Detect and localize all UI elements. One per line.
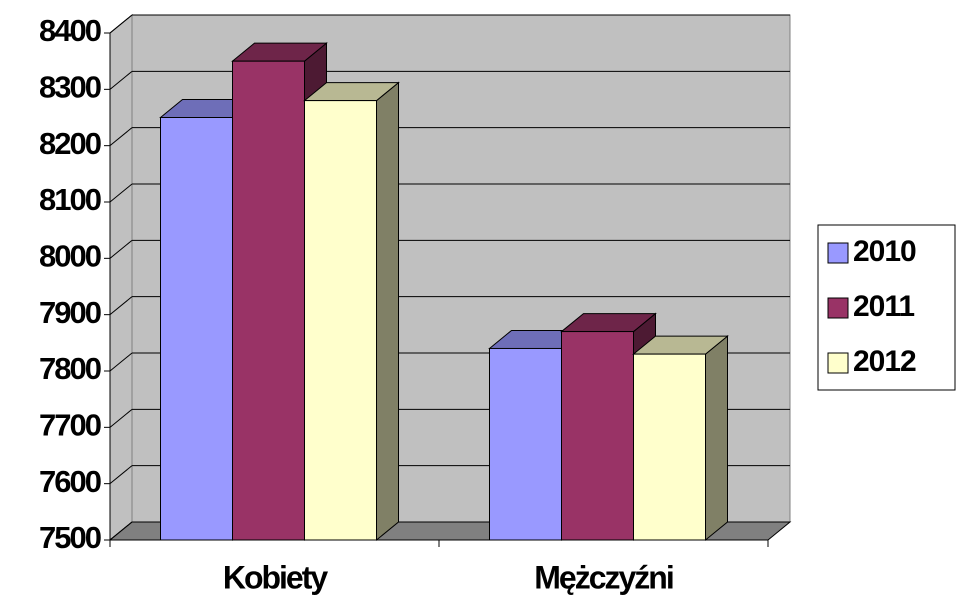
bar-side bbox=[376, 81, 399, 542]
y-tick-label: 7900 bbox=[39, 295, 101, 330]
grid-line bbox=[109, 239, 133, 259]
y-tick-label: 7800 bbox=[39, 351, 101, 386]
legend-label: 2012 bbox=[853, 345, 916, 378]
bar bbox=[489, 347, 562, 541]
legend-label: 2010 bbox=[853, 235, 916, 268]
y-tick-label: 7500 bbox=[39, 520, 101, 555]
grid-line bbox=[109, 14, 133, 34]
bar bbox=[561, 331, 634, 541]
grid-line bbox=[109, 521, 133, 541]
bar bbox=[232, 60, 305, 541]
grid-line bbox=[109, 127, 133, 147]
grid-line bbox=[109, 408, 133, 428]
y-tick-label: 8400 bbox=[39, 13, 101, 48]
bar bbox=[160, 117, 233, 541]
legend-swatch bbox=[827, 297, 849, 319]
grid-line bbox=[109, 183, 133, 203]
grid-line bbox=[109, 352, 133, 372]
y-tick-label: 8300 bbox=[39, 70, 101, 105]
y-tick-label: 7600 bbox=[39, 464, 101, 499]
x-tick-label: Kobiety bbox=[223, 559, 329, 595]
side-wall bbox=[109, 13, 133, 542]
y-tick-label: 8000 bbox=[39, 239, 101, 274]
legend-swatch bbox=[827, 242, 849, 264]
x-tick-label: Mężczyźni bbox=[534, 559, 673, 595]
grid-line bbox=[109, 70, 133, 90]
legend-swatch bbox=[827, 352, 849, 374]
grid-line bbox=[109, 465, 133, 485]
y-tick-label: 8200 bbox=[39, 126, 101, 161]
bar bbox=[633, 353, 706, 541]
bar bbox=[304, 100, 377, 541]
legend-label: 2011 bbox=[853, 290, 914, 323]
y-tick-label: 8100 bbox=[39, 182, 101, 217]
bar-side bbox=[705, 335, 728, 542]
grid-line bbox=[109, 296, 133, 316]
y-tick-label: 7700 bbox=[39, 408, 101, 443]
